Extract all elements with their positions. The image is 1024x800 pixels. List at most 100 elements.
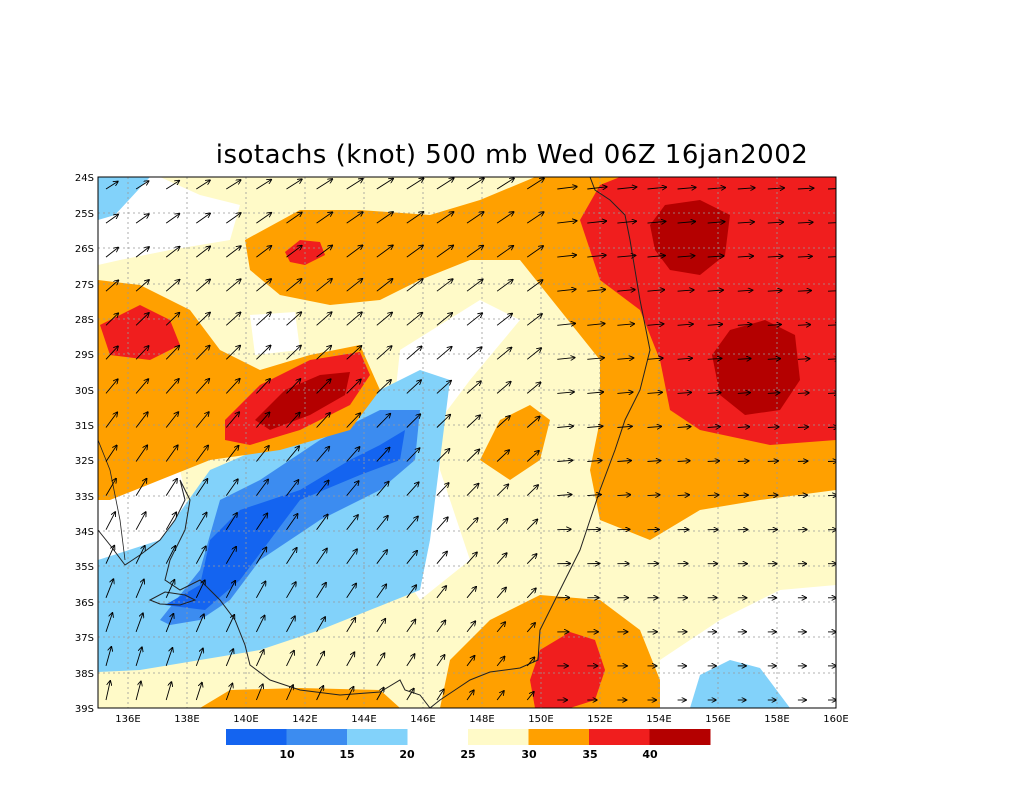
- wind-vector-arrow: [647, 290, 665, 292]
- wind-vector-arrow: [165, 580, 174, 598]
- wind-vector-arrow: [617, 324, 634, 326]
- wind-vector-arrow: [135, 181, 148, 190]
- wind-vector-arrow: [286, 413, 300, 428]
- wind-vector-arrow: [466, 621, 475, 633]
- wind-vector-arrow: [135, 445, 147, 462]
- wind-vector-arrow: [466, 313, 482, 326]
- wind-vector-arrow: [316, 617, 326, 633]
- wind-vector-arrow: [647, 426, 662, 427]
- wind-vector-arrow: [316, 447, 330, 462]
- wind-vector-arrow: [376, 346, 392, 360]
- wind-vector-arrow: [316, 346, 332, 360]
- lat-tick-label: 28S: [75, 315, 94, 326]
- wind-vector-arrow: [135, 580, 144, 598]
- wind-vector-arrow: [286, 685, 294, 701]
- wind-vector-arrow: [767, 495, 778, 496]
- colorbar-label: 25: [460, 748, 475, 761]
- wind-vector-arrow: [195, 614, 204, 633]
- wind-vector-arrow: [436, 449, 450, 462]
- wind-vector-arrow: [406, 551, 417, 564]
- wind-vector-arrow: [647, 256, 665, 258]
- wind-vector-arrow: [737, 427, 750, 428]
- colorbar-labels: 10 15 20 25 30 35 40: [279, 748, 658, 761]
- wind-vector-arrow: [346, 279, 363, 292]
- wind-vector-arrow: [256, 346, 270, 360]
- wind-vector-arrow: [526, 280, 542, 292]
- lon-tick-label: 136E: [115, 714, 140, 725]
- wind-vector-arrow: [316, 549, 327, 564]
- wind-vector-arrow: [526, 588, 536, 599]
- wind-vector-arrow: [376, 245, 393, 258]
- wind-vector-arrow: [256, 279, 271, 292]
- wind-vector-arrow: [707, 188, 726, 189]
- wind-vector-arrow: [406, 654, 415, 667]
- wind-vector-arrow: [316, 652, 325, 667]
- wind-vector-arrow: [797, 188, 814, 189]
- wind-vector-arrow: [406, 620, 416, 633]
- wind-vector-arrow: [466, 212, 484, 224]
- wind-vector-arrow: [737, 188, 755, 189]
- wind-vector-arrow: [707, 358, 722, 359]
- lat-lon-grid: [98, 177, 836, 708]
- wind-vector-arrow: [496, 622, 505, 633]
- wind-vector-arrow: [195, 346, 209, 360]
- wind-vector-arrow: [225, 312, 240, 326]
- wind-vector-arrow: [647, 358, 663, 359]
- wind-vector-arrow: [827, 325, 836, 326]
- colorbar-swatch: [347, 729, 408, 745]
- wind-vector-arrow: [195, 313, 210, 326]
- wind-vector-arrow: [105, 412, 117, 428]
- wind-vector-arrow: [737, 324, 752, 325]
- colorbar-swatch: [226, 729, 287, 745]
- latitude-axis: 24S 25S 26S 27S 28S 29S 30S 31S 32S 33S …: [75, 173, 94, 715]
- contour-red: [530, 632, 605, 708]
- wind-vector-arrow: [135, 412, 148, 428]
- wind-vector-arrow: [767, 256, 783, 257]
- wind-vector-arrow: [376, 279, 393, 292]
- map-title: isotachs (knot) 500 mb Wed 06Z 16jan2002: [215, 140, 809, 170]
- wind-vector-arrow: [105, 248, 118, 258]
- wind-vector-arrow: [165, 379, 179, 394]
- coastline: [98, 479, 431, 708]
- lon-tick-label: 150E: [528, 714, 553, 725]
- wind-vector-arrow: [376, 550, 387, 564]
- wind-vector-arrow: [195, 580, 205, 598]
- wind-vector-arrow: [105, 479, 116, 496]
- colorbar-swatch: [468, 729, 529, 745]
- wind-vector-arrow: [617, 255, 635, 257]
- wind-vector-arrow: [346, 618, 356, 633]
- wind-vector-arrow: [466, 347, 482, 360]
- wind-vector-arrow: [376, 482, 389, 496]
- wind-vector-arrow: [105, 182, 118, 190]
- wind-vector-arrow: [557, 255, 576, 257]
- wind-vector-arrow: [316, 413, 330, 428]
- wind-vector-arrow: [165, 181, 179, 190]
- lon-tick-label: 142E: [292, 714, 317, 725]
- wind-vector-arrow: [256, 412, 269, 428]
- wind-vector-arrow: [587, 289, 605, 291]
- wind-vector-arrow: [316, 179, 333, 190]
- wind-vector-arrow: [406, 212, 424, 224]
- wind-vector-arrow: [286, 446, 300, 462]
- wind-vector-arrow: [376, 448, 390, 462]
- plot-frame: [97, 176, 837, 709]
- wind-vector-arrow: [647, 324, 664, 325]
- wind-vector-arrow: [496, 382, 511, 394]
- wind-vector-arrow: [496, 588, 506, 599]
- lat-tick-label: 29S: [75, 350, 94, 361]
- wind-vector-arrow: [526, 417, 540, 428]
- wind-vector-arrow: [677, 290, 694, 291]
- wind-vector-arrow: [677, 427, 691, 428]
- wind-vector-arrow: [436, 689, 444, 701]
- wind-vector-arrow: [557, 187, 577, 189]
- lat-tick-label: 25S: [75, 209, 94, 220]
- wind-vector-arrow: [346, 212, 363, 224]
- wind-vector-arrow: [195, 479, 207, 496]
- wind-vector-arrow: [135, 647, 142, 667]
- wind-vector-arrow: [767, 461, 778, 462]
- wind-vector-arrow: [557, 323, 575, 325]
- wind-vector-arrow: [195, 379, 209, 394]
- wind-vector-arrow: [496, 484, 508, 496]
- wind-vector-arrow: [255, 616, 264, 633]
- wind-vector-arrow: [105, 579, 113, 598]
